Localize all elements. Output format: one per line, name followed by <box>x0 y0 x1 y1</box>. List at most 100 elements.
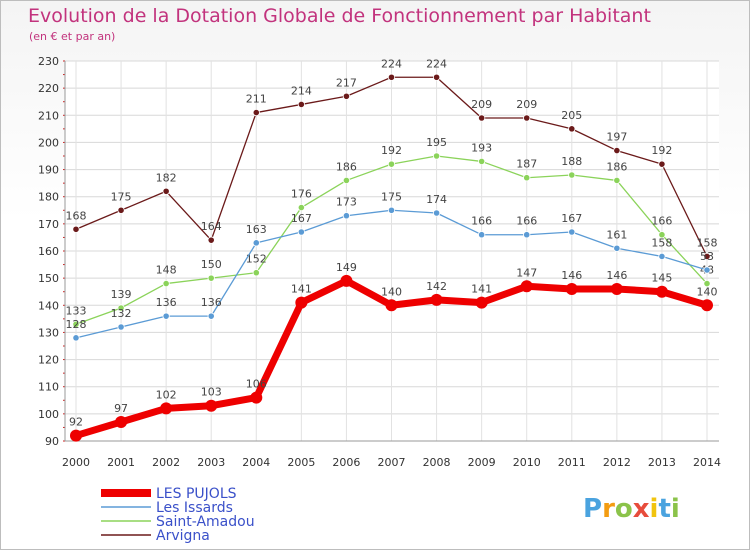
data-label: 186 <box>606 160 627 173</box>
data-point <box>252 239 260 247</box>
logo-letter: t <box>658 494 670 524</box>
data-point <box>342 176 351 185</box>
data-point <box>162 279 170 288</box>
y-tick-label: 190 <box>38 164 59 177</box>
data-label: 192 <box>381 144 402 157</box>
data-label: 182 <box>156 171 177 184</box>
chart-title: Evolution de la Dotation Globale de Fonc… <box>28 5 651 27</box>
data-point <box>250 391 263 404</box>
y-tick-label: 180 <box>38 191 59 204</box>
data-label: 150 <box>201 258 222 271</box>
data-point <box>432 209 441 217</box>
data-label: 217 <box>336 76 357 89</box>
x-tick-label: 2009 <box>468 456 496 469</box>
x-tick-label: 2010 <box>513 456 541 469</box>
data-point <box>613 244 621 252</box>
logo-letter: P <box>583 494 602 524</box>
data-label: 106 <box>246 378 267 391</box>
y-tick-label: 90 <box>45 435 59 448</box>
data-point <box>568 125 576 133</box>
x-tick-label: 2005 <box>287 456 315 469</box>
data-point <box>568 228 576 236</box>
data-label: 136 <box>201 296 222 309</box>
data-label: 133 <box>66 304 87 317</box>
logo-letter: i <box>650 494 659 524</box>
data-label: 158 <box>651 236 672 249</box>
data-point <box>297 228 305 236</box>
data-label: 161 <box>606 228 627 241</box>
data-label: 209 <box>516 98 537 111</box>
data-label: 224 <box>381 57 402 70</box>
data-point <box>117 323 125 331</box>
data-point <box>115 416 128 428</box>
data-label: 167 <box>291 212 312 225</box>
x-tick-label: 2008 <box>423 456 451 469</box>
data-point <box>523 114 531 122</box>
data-label: 187 <box>516 158 537 171</box>
data-point <box>655 285 668 298</box>
proxiti-logo: Proxiti <box>583 494 680 524</box>
data-label: 166 <box>516 215 537 228</box>
data-label: 174 <box>426 193 447 206</box>
data-point <box>568 171 576 179</box>
y-tick-label: 230 <box>38 55 59 68</box>
data-label: 158 <box>697 236 718 249</box>
logo-letter: o <box>615 494 633 524</box>
data-point <box>205 399 218 412</box>
data-point <box>703 279 711 288</box>
data-point <box>523 174 531 182</box>
data-point <box>207 312 215 320</box>
data-point <box>252 108 260 117</box>
data-label: 176 <box>291 188 312 201</box>
data-point <box>478 114 486 122</box>
data-label: 168 <box>66 209 87 222</box>
data-point <box>162 187 170 195</box>
x-tick-label: 2013 <box>648 456 676 469</box>
x-tick-label: 2011 <box>558 456 586 469</box>
y-tick-label: 170 <box>38 218 59 231</box>
data-point <box>72 334 80 342</box>
data-label: 136 <box>156 296 177 309</box>
data-point <box>387 73 396 81</box>
data-label: 147 <box>516 266 537 279</box>
data-label: 211 <box>246 93 267 106</box>
x-tick-label: 2004 <box>242 456 270 469</box>
data-label: 224 <box>426 57 447 70</box>
data-label: 205 <box>561 109 582 122</box>
y-tick-label: 220 <box>38 82 59 95</box>
data-point <box>342 212 351 220</box>
data-label: 146 <box>561 269 582 282</box>
data-label: 148 <box>156 264 177 277</box>
data-label: 53 <box>700 250 714 263</box>
data-label: 145 <box>651 272 672 285</box>
data-point <box>70 429 82 442</box>
data-point <box>387 206 396 214</box>
data-label: 166 <box>471 215 492 228</box>
legend-label: Saint-Amadou <box>156 514 255 530</box>
data-label: 166 <box>651 215 672 228</box>
legend-label: Arvigna <box>156 528 210 544</box>
y-tick-label: 160 <box>38 245 59 258</box>
data-point <box>160 402 173 415</box>
data-label: 188 <box>561 155 582 168</box>
x-tick-label: 2012 <box>603 456 631 469</box>
y-tick-label: 120 <box>38 354 59 367</box>
data-label: 142 <box>426 280 447 293</box>
y-tick-label: 100 <box>38 408 59 421</box>
data-label: 192 <box>651 144 672 157</box>
data-label: 141 <box>471 283 492 296</box>
data-label: 102 <box>156 388 177 401</box>
data-point <box>478 231 486 239</box>
x-tick-label: 2006 <box>332 456 360 469</box>
y-tick-label: 150 <box>38 272 59 285</box>
chart-subtitle: (en € et par an) <box>29 30 116 43</box>
y-tick-label: 130 <box>38 326 59 339</box>
x-tick-label: 2003 <box>197 456 225 469</box>
data-label: 209 <box>471 98 492 111</box>
data-label: 140 <box>697 285 718 298</box>
data-point <box>342 92 351 100</box>
data-point <box>117 304 125 312</box>
data-point <box>475 296 488 309</box>
